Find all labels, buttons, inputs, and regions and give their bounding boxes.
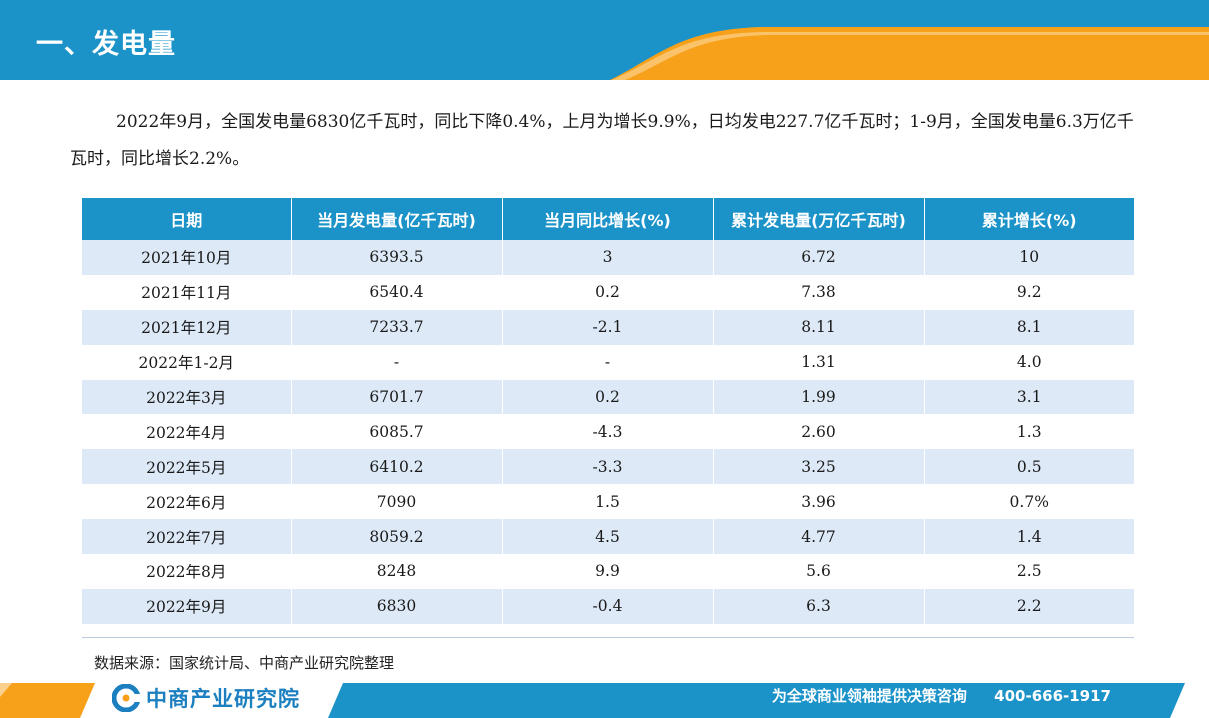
cell-cumulative-output: 7.38	[713, 274, 925, 310]
logo-text: 中商产业研究院	[146, 687, 300, 711]
cell-cumulative-output: 2.60	[713, 414, 925, 450]
cell-monthly-growth: -4.3	[502, 414, 714, 450]
cell-date: 2022年1-2月	[82, 344, 292, 380]
cell-cumulative-growth: 9.2	[924, 274, 1134, 310]
logo-mark-icon	[112, 684, 140, 712]
table-row: 2022年7月 8059.2 4.5 4.77 1.4	[82, 519, 1134, 555]
cell-monthly-growth: 0.2	[502, 274, 714, 310]
header-background	[0, 0, 1209, 80]
power-generation-table: 日期 当月发电量(亿千瓦时) 当月同比增长(%) 累计发电量(万亿千瓦时) 累计…	[82, 198, 1134, 624]
company-logo: 中商产业研究院	[112, 683, 300, 713]
col-header-monthly-output: 当月发电量(亿千瓦时)	[291, 198, 503, 240]
phone-number: 400-666-1917	[994, 687, 1111, 705]
cell-monthly-output: 6393.5	[291, 240, 503, 275]
cell-date: 2022年6月	[82, 484, 292, 520]
cell-cumulative-growth: 8.1	[924, 309, 1134, 345]
cell-cumulative-growth: 4.0	[924, 344, 1134, 380]
cell-monthly-output: 6701.7	[291, 379, 503, 415]
cell-monthly-output: 8059.2	[291, 519, 503, 555]
cell-monthly-output: 6410.2	[291, 449, 503, 485]
cell-monthly-output: 7233.7	[291, 309, 503, 345]
cell-cumulative-output: 1.31	[713, 344, 925, 380]
cell-cumulative-growth: 0.5	[924, 449, 1134, 485]
cell-monthly-growth: -	[502, 344, 714, 380]
col-header-monthly-growth: 当月同比增长(%)	[502, 198, 714, 240]
divider	[82, 637, 1134, 638]
cell-cumulative-growth: 10	[924, 240, 1134, 275]
table-row: 2022年4月 6085.7 -4.3 2.60 1.3	[82, 414, 1134, 450]
cell-monthly-growth: 9.9	[502, 554, 714, 589]
cell-monthly-output: 6085.7	[291, 414, 503, 450]
col-header-date: 日期	[82, 198, 292, 240]
cell-date: 2022年5月	[82, 449, 292, 485]
cell-monthly-output: 7090	[291, 484, 503, 520]
cell-monthly-output: -	[291, 344, 503, 380]
cell-cumulative-output: 8.11	[713, 309, 925, 345]
cell-date: 2021年12月	[82, 309, 292, 345]
table-row: 2022年1-2月 - -1.31 4.0	[82, 344, 1134, 380]
cell-date: 2021年10月	[82, 240, 292, 275]
cell-cumulative-output: 6.72	[713, 240, 925, 275]
table-row: 2021年12月 7233.7 -2.1 8.11 8.1	[82, 309, 1134, 345]
cell-cumulative-output: 3.96	[713, 484, 925, 520]
cell-date: 2022年7月	[82, 519, 292, 555]
cell-date: 2022年3月	[82, 379, 292, 415]
table-row: 2022年9月 6830 -0.4 6.3 2.2	[82, 588, 1134, 624]
cell-monthly-growth: 1.5	[502, 484, 714, 520]
cell-date: 2022年4月	[82, 414, 292, 450]
cell-cumulative-output: 1.99	[713, 379, 925, 415]
cell-date: 2022年8月	[82, 554, 292, 589]
cell-cumulative-output: 3.25	[713, 449, 925, 485]
cell-monthly-growth: 3	[502, 240, 714, 275]
intro-paragraph: 2022年9月，全国发电量6830亿千瓦时，同比下降0.4%，上月为增长9.9%…	[70, 112, 1134, 169]
slogan-text: 为全球商业领袖提供决策咨询	[771, 687, 967, 705]
col-header-cumulative-output: 累计发电量(万亿千瓦时)	[713, 198, 925, 240]
cell-monthly-growth: -0.4	[502, 588, 714, 624]
table-row: 2021年10月 6393.5 3 6.72 10	[82, 240, 1134, 275]
header-banner: 一、发电量	[0, 0, 1209, 80]
table-row: 2022年5月 6410.2 -3.3 3.25 0.5	[82, 449, 1134, 485]
cell-cumulative-output: 5.6	[713, 554, 925, 589]
cell-date: 2022年9月	[82, 588, 292, 624]
page-title: 一、发电量	[36, 29, 176, 60]
cell-monthly-growth: -3.3	[502, 449, 714, 485]
footer-background	[0, 683, 1209, 718]
cell-monthly-growth: 4.5	[502, 519, 714, 555]
cell-cumulative-output: 4.77	[713, 519, 925, 555]
table-header-row: 日期 当月发电量(亿千瓦时) 当月同比增长(%) 累计发电量(万亿千瓦时) 累计…	[82, 198, 1134, 240]
table-row: 2022年6月 7090 1.5 3.96 0.7%	[82, 484, 1134, 520]
col-header-cumulative-growth: 累计增长(%)	[924, 198, 1134, 240]
cell-date: 2021年11月	[82, 274, 292, 310]
table-row: 2022年8月 8248 9.9 5.6 2.5	[82, 554, 1134, 589]
source-note: 数据来源：国家统计局、中商产业研究院整理	[94, 654, 395, 672]
cell-cumulative-growth: 2.2	[924, 588, 1134, 624]
footer-slogan: 为全球商业领袖提供决策咨询 400-666-1917	[772, 685, 1111, 706]
table-row: 2022年3月 6701.7 0.2 1.99 3.1	[82, 379, 1134, 415]
cell-cumulative-growth: 2.5	[924, 554, 1134, 589]
cell-monthly-output: 6540.4	[291, 274, 503, 310]
cell-monthly-output: 6830	[291, 588, 503, 624]
cell-cumulative-growth: 1.3	[924, 414, 1134, 450]
cell-monthly-output: 8248	[291, 554, 503, 589]
cell-monthly-growth: 0.2	[502, 379, 714, 415]
table-body: 2021年10月 6393.5 3 6.72 10 2021年11月 6540.4 0.2 7.…	[82, 240, 1134, 624]
cell-cumulative-growth: 0.7%	[924, 484, 1134, 520]
cell-monthly-growth: -2.1	[502, 309, 714, 345]
cell-cumulative-output: 6.3	[713, 588, 925, 624]
table-row: 2021年11月 6540.4 0.2 7.38 9.2	[82, 274, 1134, 310]
cell-cumulative-growth: 1.4	[924, 519, 1134, 555]
footer-bar	[0, 683, 1209, 718]
cell-cumulative-growth: 3.1	[924, 379, 1134, 415]
